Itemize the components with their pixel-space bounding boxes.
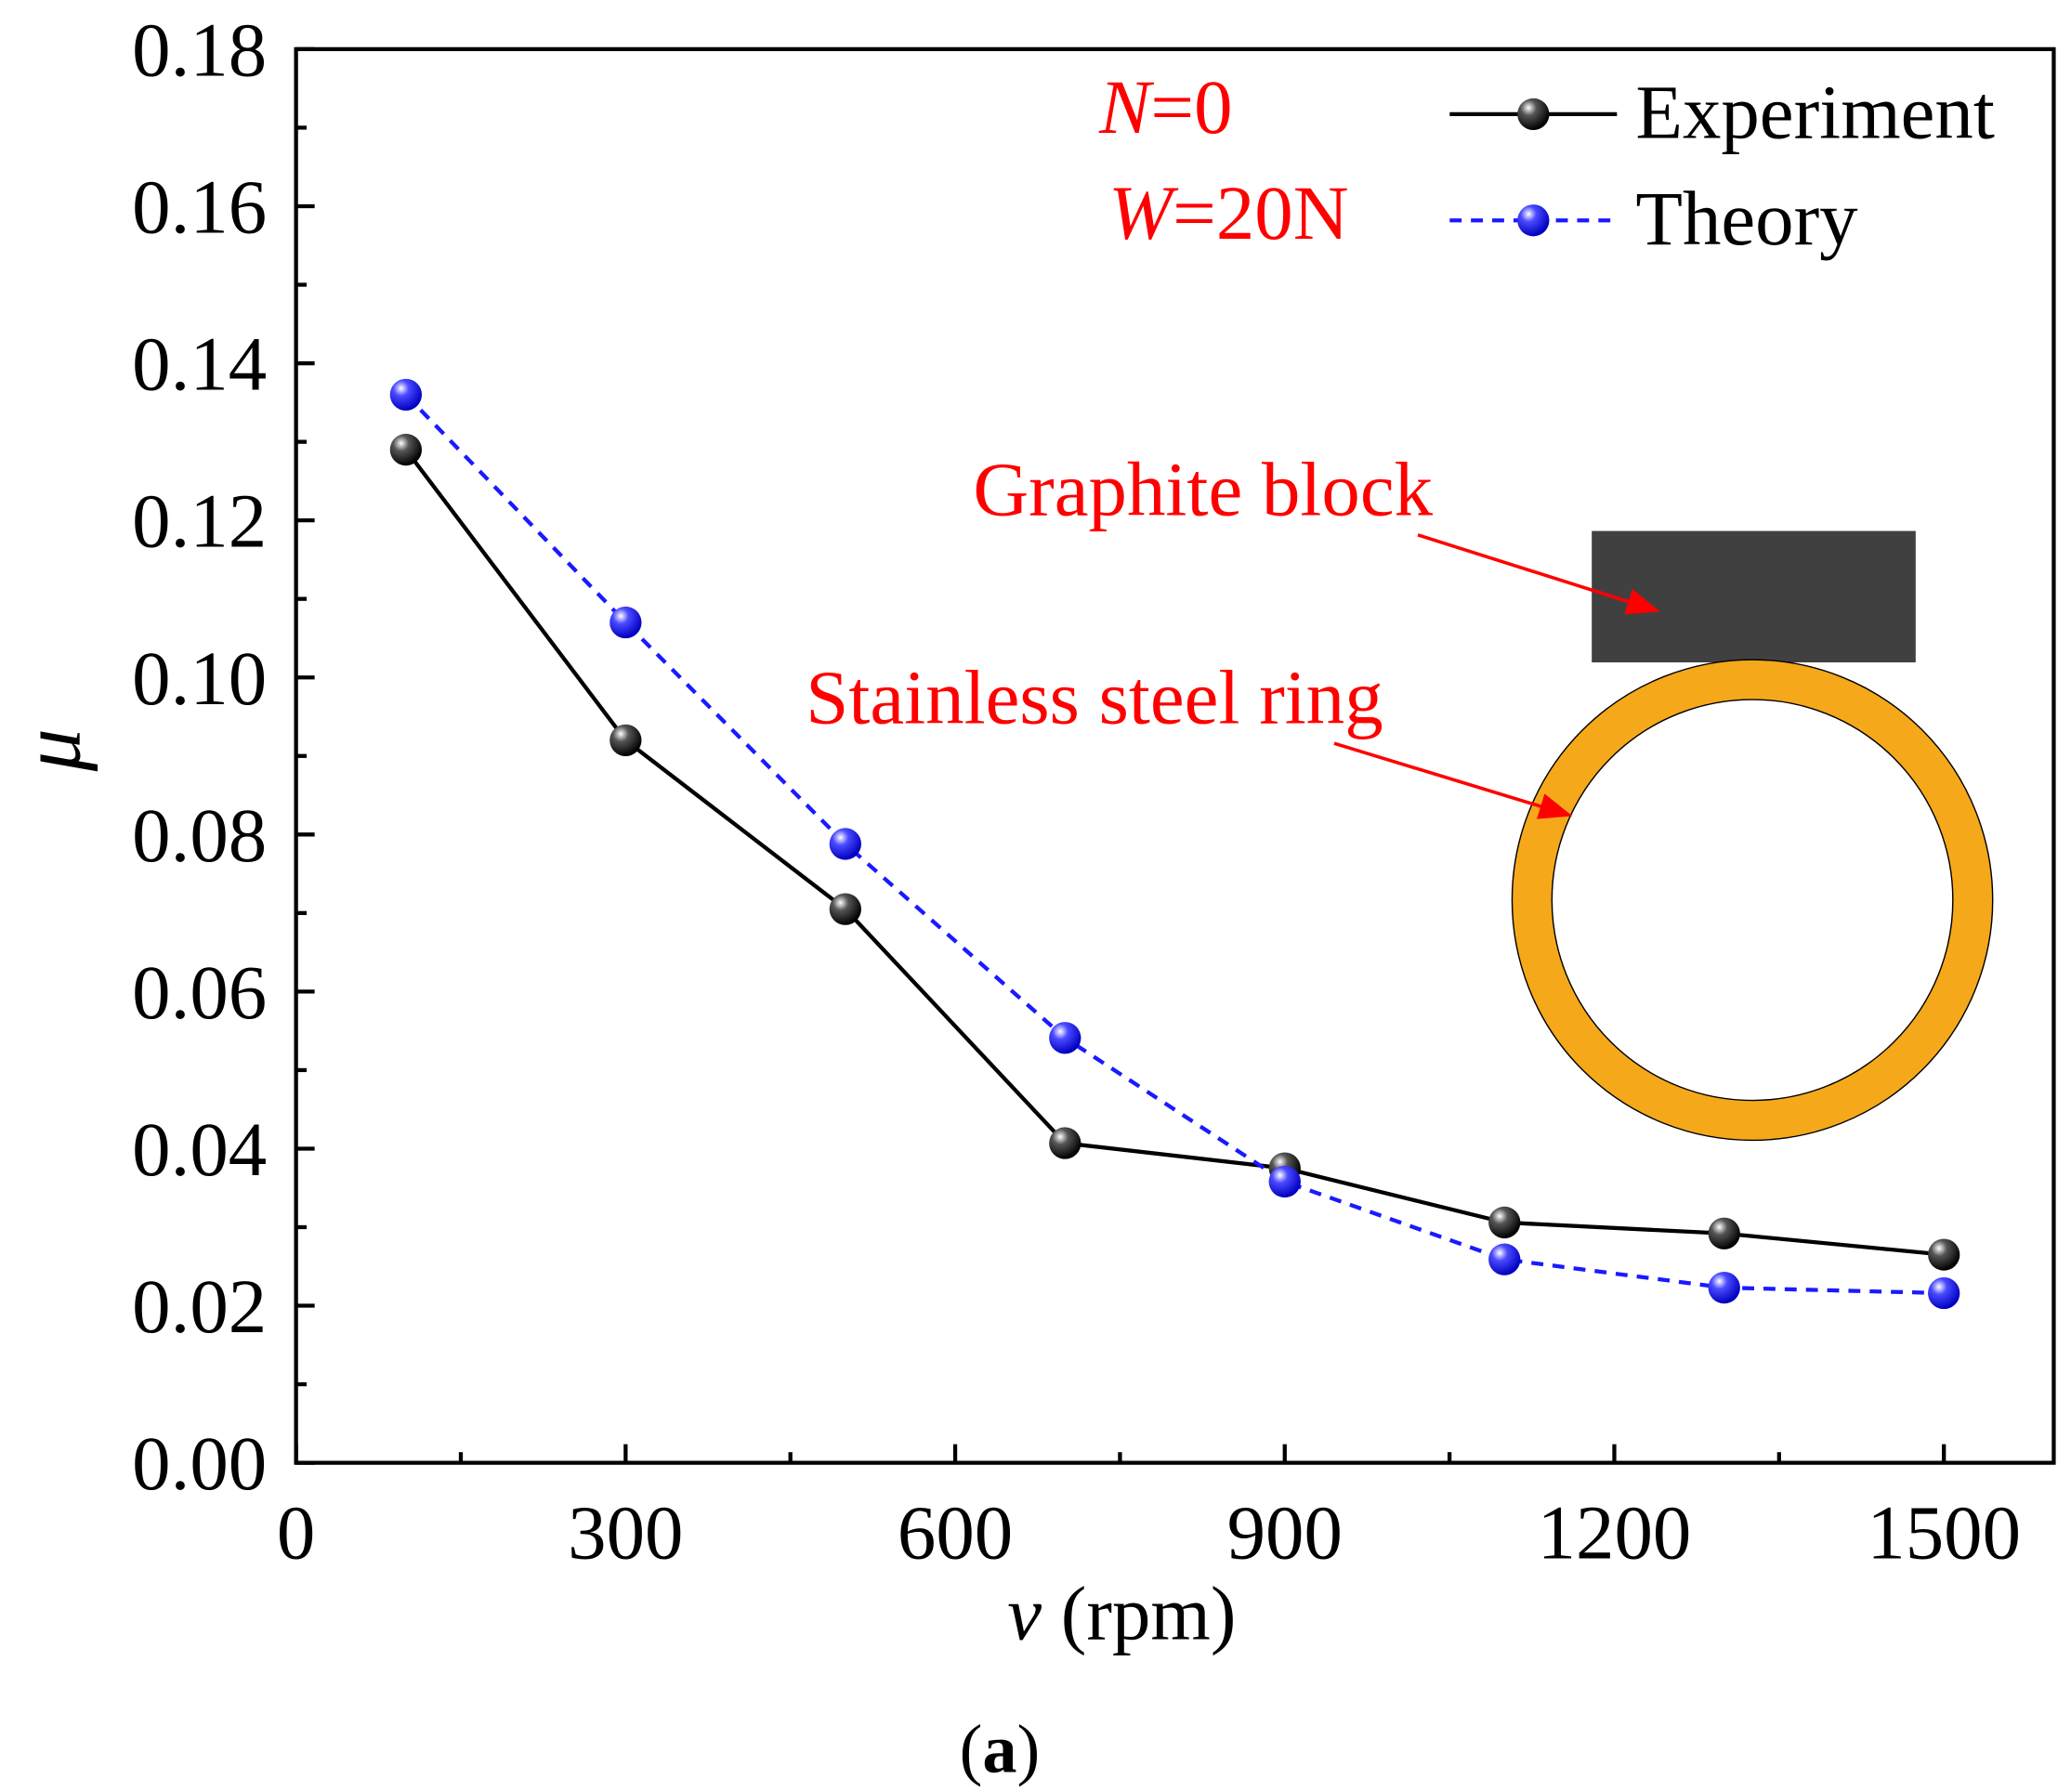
data-point-theory	[610, 606, 642, 639]
data-point-experiment	[829, 893, 861, 925]
data-point-experiment	[389, 433, 423, 466]
legend-label-theory: Theory	[1635, 176, 1858, 261]
ring-inner-edge	[1551, 699, 1954, 1102]
w-annotation: W=20N	[1108, 170, 1348, 255]
x-tick-label: 1200	[1538, 1489, 1692, 1575]
x-tick-label: 600	[898, 1489, 1013, 1575]
y-tick-label: 0.18	[132, 7, 267, 92]
plot-frame	[294, 46, 2056, 1465]
data-point-experiment	[1708, 1217, 1740, 1249]
x-tick-label: 0	[277, 1489, 315, 1575]
x-tick-label: 300	[568, 1489, 683, 1575]
x-axis-label: v (rpm)	[1007, 1571, 1236, 1656]
data-point-theory	[1928, 1276, 1960, 1310]
x-tick-label: 1500	[1867, 1489, 2021, 1575]
y-tick-label: 0.14	[132, 321, 267, 407]
y-axis-label: μ	[5, 728, 98, 772]
graphite-arrow	[1417, 533, 1660, 615]
x-tick-label: 900	[1227, 1489, 1343, 1575]
y-tick-label: 0.12	[132, 478, 267, 564]
series-line-experiment	[404, 448, 1945, 1257]
y-tick-label: 0.16	[132, 164, 267, 250]
data-point-experiment	[1928, 1238, 1960, 1271]
y-tick-label: 0.02	[132, 1263, 267, 1349]
data-point-theory	[1049, 1022, 1081, 1054]
graphite-label: Graphite block	[973, 446, 1433, 531]
legend: Experiment Theory	[1449, 70, 1995, 261]
graphite-block	[1592, 530, 1916, 663]
data-point-theory	[1488, 1243, 1521, 1275]
ring-label: Stainless steel ring	[806, 655, 1383, 740]
y-tick-label: 0.08	[132, 792, 267, 878]
n-annotation: N=0	[1098, 64, 1232, 150]
ring-outer-edge	[1511, 659, 1994, 1142]
ring-arrow	[1333, 741, 1573, 819]
figure-caption: (a)	[960, 1712, 1041, 1788]
data-point-theory	[1708, 1271, 1740, 1304]
legend-marker-experiment	[1517, 98, 1550, 131]
series-line-theory	[404, 393, 1945, 1296]
data-point-experiment	[1488, 1206, 1521, 1239]
legend-marker-theory	[1517, 204, 1550, 237]
y-tick-label: 0.04	[132, 1106, 267, 1192]
y-tick-label: 0.00	[132, 1420, 267, 1506]
data-point-theory	[829, 828, 861, 860]
data-point-theory	[1268, 1165, 1301, 1198]
y-tick-label: 0.10	[132, 635, 267, 721]
data-point-experiment	[1049, 1127, 1081, 1159]
y-tick-label: 0.06	[132, 949, 267, 1035]
data-point-experiment	[610, 724, 642, 756]
legend-label-experiment: Experiment	[1635, 70, 1995, 155]
data-point-theory	[389, 378, 423, 412]
stainless-steel-ring	[1512, 660, 1993, 1141]
